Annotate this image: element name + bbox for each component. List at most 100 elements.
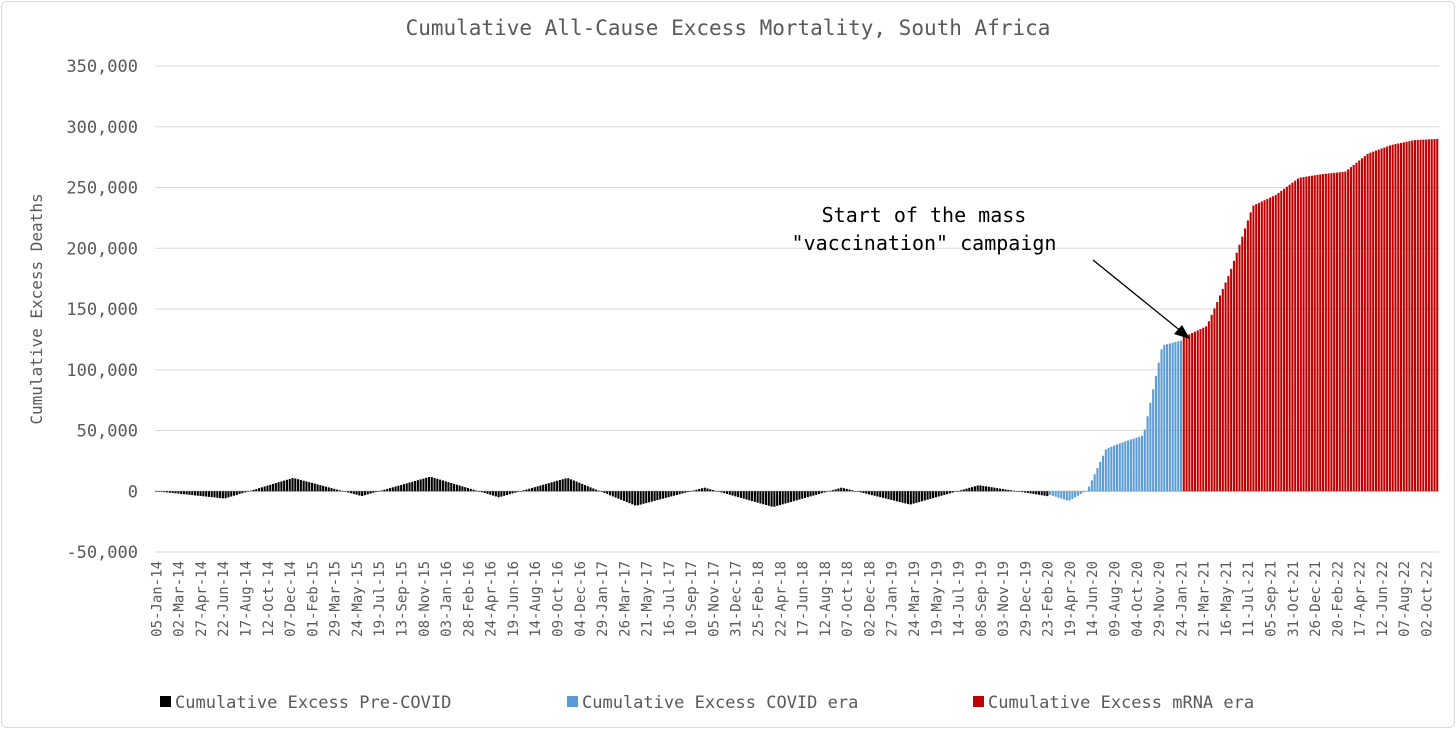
- bar-series-1: [494, 491, 497, 497]
- bar-series-3: [1338, 172, 1341, 492]
- bar-series-1: [182, 491, 185, 495]
- bar-series-1: [216, 491, 219, 498]
- x-tick-label: 12-Oct-14: [261, 561, 277, 637]
- bar-series-3: [1427, 139, 1430, 492]
- bar-series-1: [790, 491, 793, 502]
- bar-series-1: [826, 491, 829, 492]
- bar-series-1: [829, 490, 832, 492]
- bar-series-1: [1037, 491, 1041, 495]
- bar-series-1: [391, 487, 394, 492]
- bar-series-1: [1029, 491, 1032, 494]
- bar-series-1: [706, 488, 709, 492]
- bar-series-1: [505, 491, 509, 496]
- bar-series-1: [466, 488, 470, 492]
- x-tick-label: 02-Mar-14: [172, 561, 188, 637]
- bar-series-1: [575, 481, 578, 492]
- bar-series-1: [450, 483, 453, 492]
- x-tick-label: 29-Mar-15: [328, 561, 344, 637]
- bar-series-1: [684, 491, 687, 493]
- bar-series-1: [854, 490, 857, 492]
- bar-series-1: [196, 491, 199, 496]
- bar-series-1: [714, 490, 717, 492]
- bar-series-1: [1035, 491, 1038, 495]
- bar-series-1: [1010, 490, 1013, 492]
- bar-series-1: [686, 491, 690, 492]
- bar-series-2: [1166, 344, 1169, 492]
- bar-series-1: [366, 491, 369, 495]
- bar-series-1: [503, 491, 506, 496]
- bar-series-3: [1224, 282, 1227, 492]
- bar-series-1: [926, 491, 929, 500]
- bar-series-1: [820, 491, 823, 494]
- bar-series-1: [840, 487, 843, 492]
- bar-series-1: [433, 477, 436, 492]
- bar-series-1: [1004, 489, 1007, 492]
- bar-series-1: [1001, 489, 1004, 492]
- bar-series-2: [1140, 435, 1144, 492]
- bar-series-1: [352, 491, 355, 494]
- bar-series-1: [965, 488, 968, 492]
- bar-series-3: [1213, 308, 1216, 492]
- bar-series-1: [856, 491, 859, 492]
- bar-series-3: [1405, 141, 1408, 492]
- bar-series-1: [313, 483, 316, 492]
- bar-series-3: [1227, 276, 1230, 492]
- bar-series-1: [199, 491, 202, 496]
- bar-series-3: [1358, 160, 1361, 492]
- bar-series-1: [232, 491, 236, 496]
- bar-series-3: [1352, 164, 1355, 492]
- bar-series-1: [361, 491, 364, 496]
- bar-series-3: [1260, 201, 1263, 492]
- bar-series-1: [263, 486, 266, 492]
- bar-series-1: [316, 484, 319, 492]
- bar-series-1: [531, 487, 534, 492]
- bar-series-1: [174, 491, 177, 494]
- bar-series-1: [603, 491, 606, 493]
- bar-series-1: [193, 491, 197, 496]
- bar-series-1: [297, 479, 300, 492]
- bar-series-1: [642, 491, 645, 504]
- x-tick-label: 29-Jan-17: [595, 561, 611, 637]
- bar-series-1: [453, 483, 456, 492]
- x-tick-label: 29-Nov-20: [1152, 561, 1168, 637]
- bar-series-1: [681, 491, 684, 494]
- bar-series-1: [411, 481, 414, 492]
- bar-series-1: [166, 491, 169, 493]
- x-tick-label: 14-Jun-20: [1085, 561, 1101, 637]
- bar-series-1: [155, 491, 158, 492]
- bar-series-3: [1308, 176, 1311, 492]
- bar-series-3: [1324, 173, 1327, 492]
- chart-title: Cumulative All-Cause Excess Mortality, S…: [406, 16, 1051, 40]
- bar-series-1: [609, 491, 612, 496]
- bar-series-1: [595, 489, 598, 492]
- bar-series-1: [656, 491, 659, 501]
- bar-series-1: [712, 490, 715, 492]
- bar-series-3: [1374, 150, 1378, 492]
- bar-series-1: [600, 491, 603, 492]
- bar-series-3: [1305, 176, 1308, 492]
- bar-series-2: [1152, 389, 1155, 492]
- x-tick-label: 24-Jan-21: [1174, 561, 1190, 637]
- bar-series-3: [1280, 190, 1283, 492]
- bar-series-1: [812, 491, 815, 496]
- x-axis-ticks: 05-Jan-14 02-Mar-14 27-Apr-14 22-Jun-14 17-A…: [149, 561, 1435, 637]
- bar-series-1: [859, 491, 862, 493]
- x-tick-label: 27-Jan-19: [885, 561, 901, 637]
- bar-series-2: [1135, 437, 1138, 492]
- x-tick-label: 03-Nov-19: [996, 561, 1012, 637]
- x-tick-label: 04-Dec-16: [573, 561, 589, 637]
- bar-series-1: [756, 491, 759, 503]
- bar-series-3: [1319, 174, 1322, 492]
- x-tick-label: 02-Dec-18: [862, 561, 878, 637]
- bar-series-3: [1388, 145, 1391, 492]
- bar-series-1: [347, 491, 350, 493]
- bar-series-2: [1101, 455, 1105, 492]
- x-tick-label: 20-Feb-22: [1330, 561, 1346, 637]
- bar-series-1: [177, 491, 180, 494]
- bar-series-1: [341, 491, 344, 492]
- x-tick-label: 07-Aug-22: [1397, 561, 1413, 637]
- bar-series-2: [1107, 447, 1110, 492]
- bar-series-3: [1333, 172, 1336, 492]
- bar-series-3: [1291, 182, 1294, 492]
- bar-series-3: [1316, 174, 1319, 492]
